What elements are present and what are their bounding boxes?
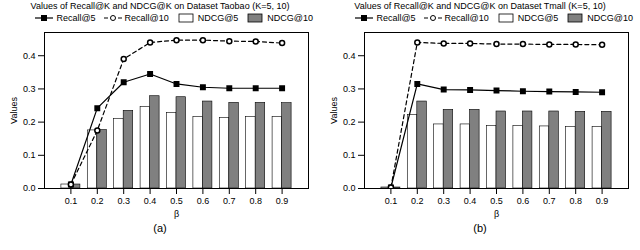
svg-text:0.6: 0.6 bbox=[517, 196, 530, 206]
svg-text:0.4: 0.4 bbox=[23, 51, 36, 61]
svg-text:0.1: 0.1 bbox=[385, 196, 398, 206]
svg-text:0.5: 0.5 bbox=[170, 196, 183, 206]
svg-text:0.7: 0.7 bbox=[223, 196, 236, 206]
svg-text:0.1: 0.1 bbox=[23, 150, 36, 160]
svg-text:Values: Values bbox=[329, 97, 339, 124]
svg-text:0.2: 0.2 bbox=[343, 117, 356, 127]
html-text:Recall@5: Recall@5 bbox=[376, 13, 416, 23]
html-text:Values of Recall@K and NDCG@K: Values of Recall@K and NDCG@K on Dataset… bbox=[354, 1, 606, 11]
html-text:(b): (b) bbox=[473, 222, 487, 234]
svg-text:0.9: 0.9 bbox=[596, 196, 609, 206]
svg-text:0.3: 0.3 bbox=[343, 84, 356, 94]
svg-text:β: β bbox=[494, 209, 499, 219]
svg-text:0.2: 0.2 bbox=[91, 196, 104, 206]
svg-text:0.8: 0.8 bbox=[569, 196, 582, 206]
html-text:Recall@10: Recall@10 bbox=[444, 13, 489, 23]
html-text:NDCG@10: NDCG@10 bbox=[267, 13, 313, 23]
html-text:NDCG@5: NDCG@5 bbox=[517, 13, 559, 23]
svg-text:0.2: 0.2 bbox=[411, 196, 424, 206]
svg-text:0.0: 0.0 bbox=[23, 183, 36, 193]
html-text:Values of Recall@K and NDCG@K: Values of Recall@K and NDCG@K on Dataset… bbox=[30, 1, 290, 11]
html-text:NDCG@10: NDCG@10 bbox=[587, 13, 633, 23]
svg-text:0.9: 0.9 bbox=[276, 196, 289, 206]
svg-text:0.7: 0.7 bbox=[543, 196, 556, 206]
html-text:NDCG@5: NDCG@5 bbox=[197, 13, 239, 23]
svg-text:0.8: 0.8 bbox=[249, 196, 262, 206]
svg-text:0.6: 0.6 bbox=[197, 196, 210, 206]
svg-text:0.5: 0.5 bbox=[490, 196, 503, 206]
html-text:Recall@5: Recall@5 bbox=[56, 13, 96, 23]
svg-text:0.4: 0.4 bbox=[343, 51, 356, 61]
svg-text:0.3: 0.3 bbox=[117, 196, 130, 206]
html-text:(a): (a) bbox=[153, 222, 167, 234]
svg-text:0.1: 0.1 bbox=[343, 150, 356, 160]
svg-text:0.0: 0.0 bbox=[343, 183, 356, 193]
svg-text:β: β bbox=[174, 209, 179, 219]
svg-text:0.2: 0.2 bbox=[23, 117, 36, 127]
html-text:Recall@10: Recall@10 bbox=[124, 13, 169, 23]
svg-text:0.4: 0.4 bbox=[464, 196, 477, 206]
svg-text:Values: Values bbox=[9, 97, 19, 124]
svg-text:0.4: 0.4 bbox=[144, 196, 157, 206]
svg-text:0.3: 0.3 bbox=[23, 84, 36, 94]
svg-text:0.1: 0.1 bbox=[65, 196, 78, 206]
svg-text:0.3: 0.3 bbox=[437, 196, 450, 206]
